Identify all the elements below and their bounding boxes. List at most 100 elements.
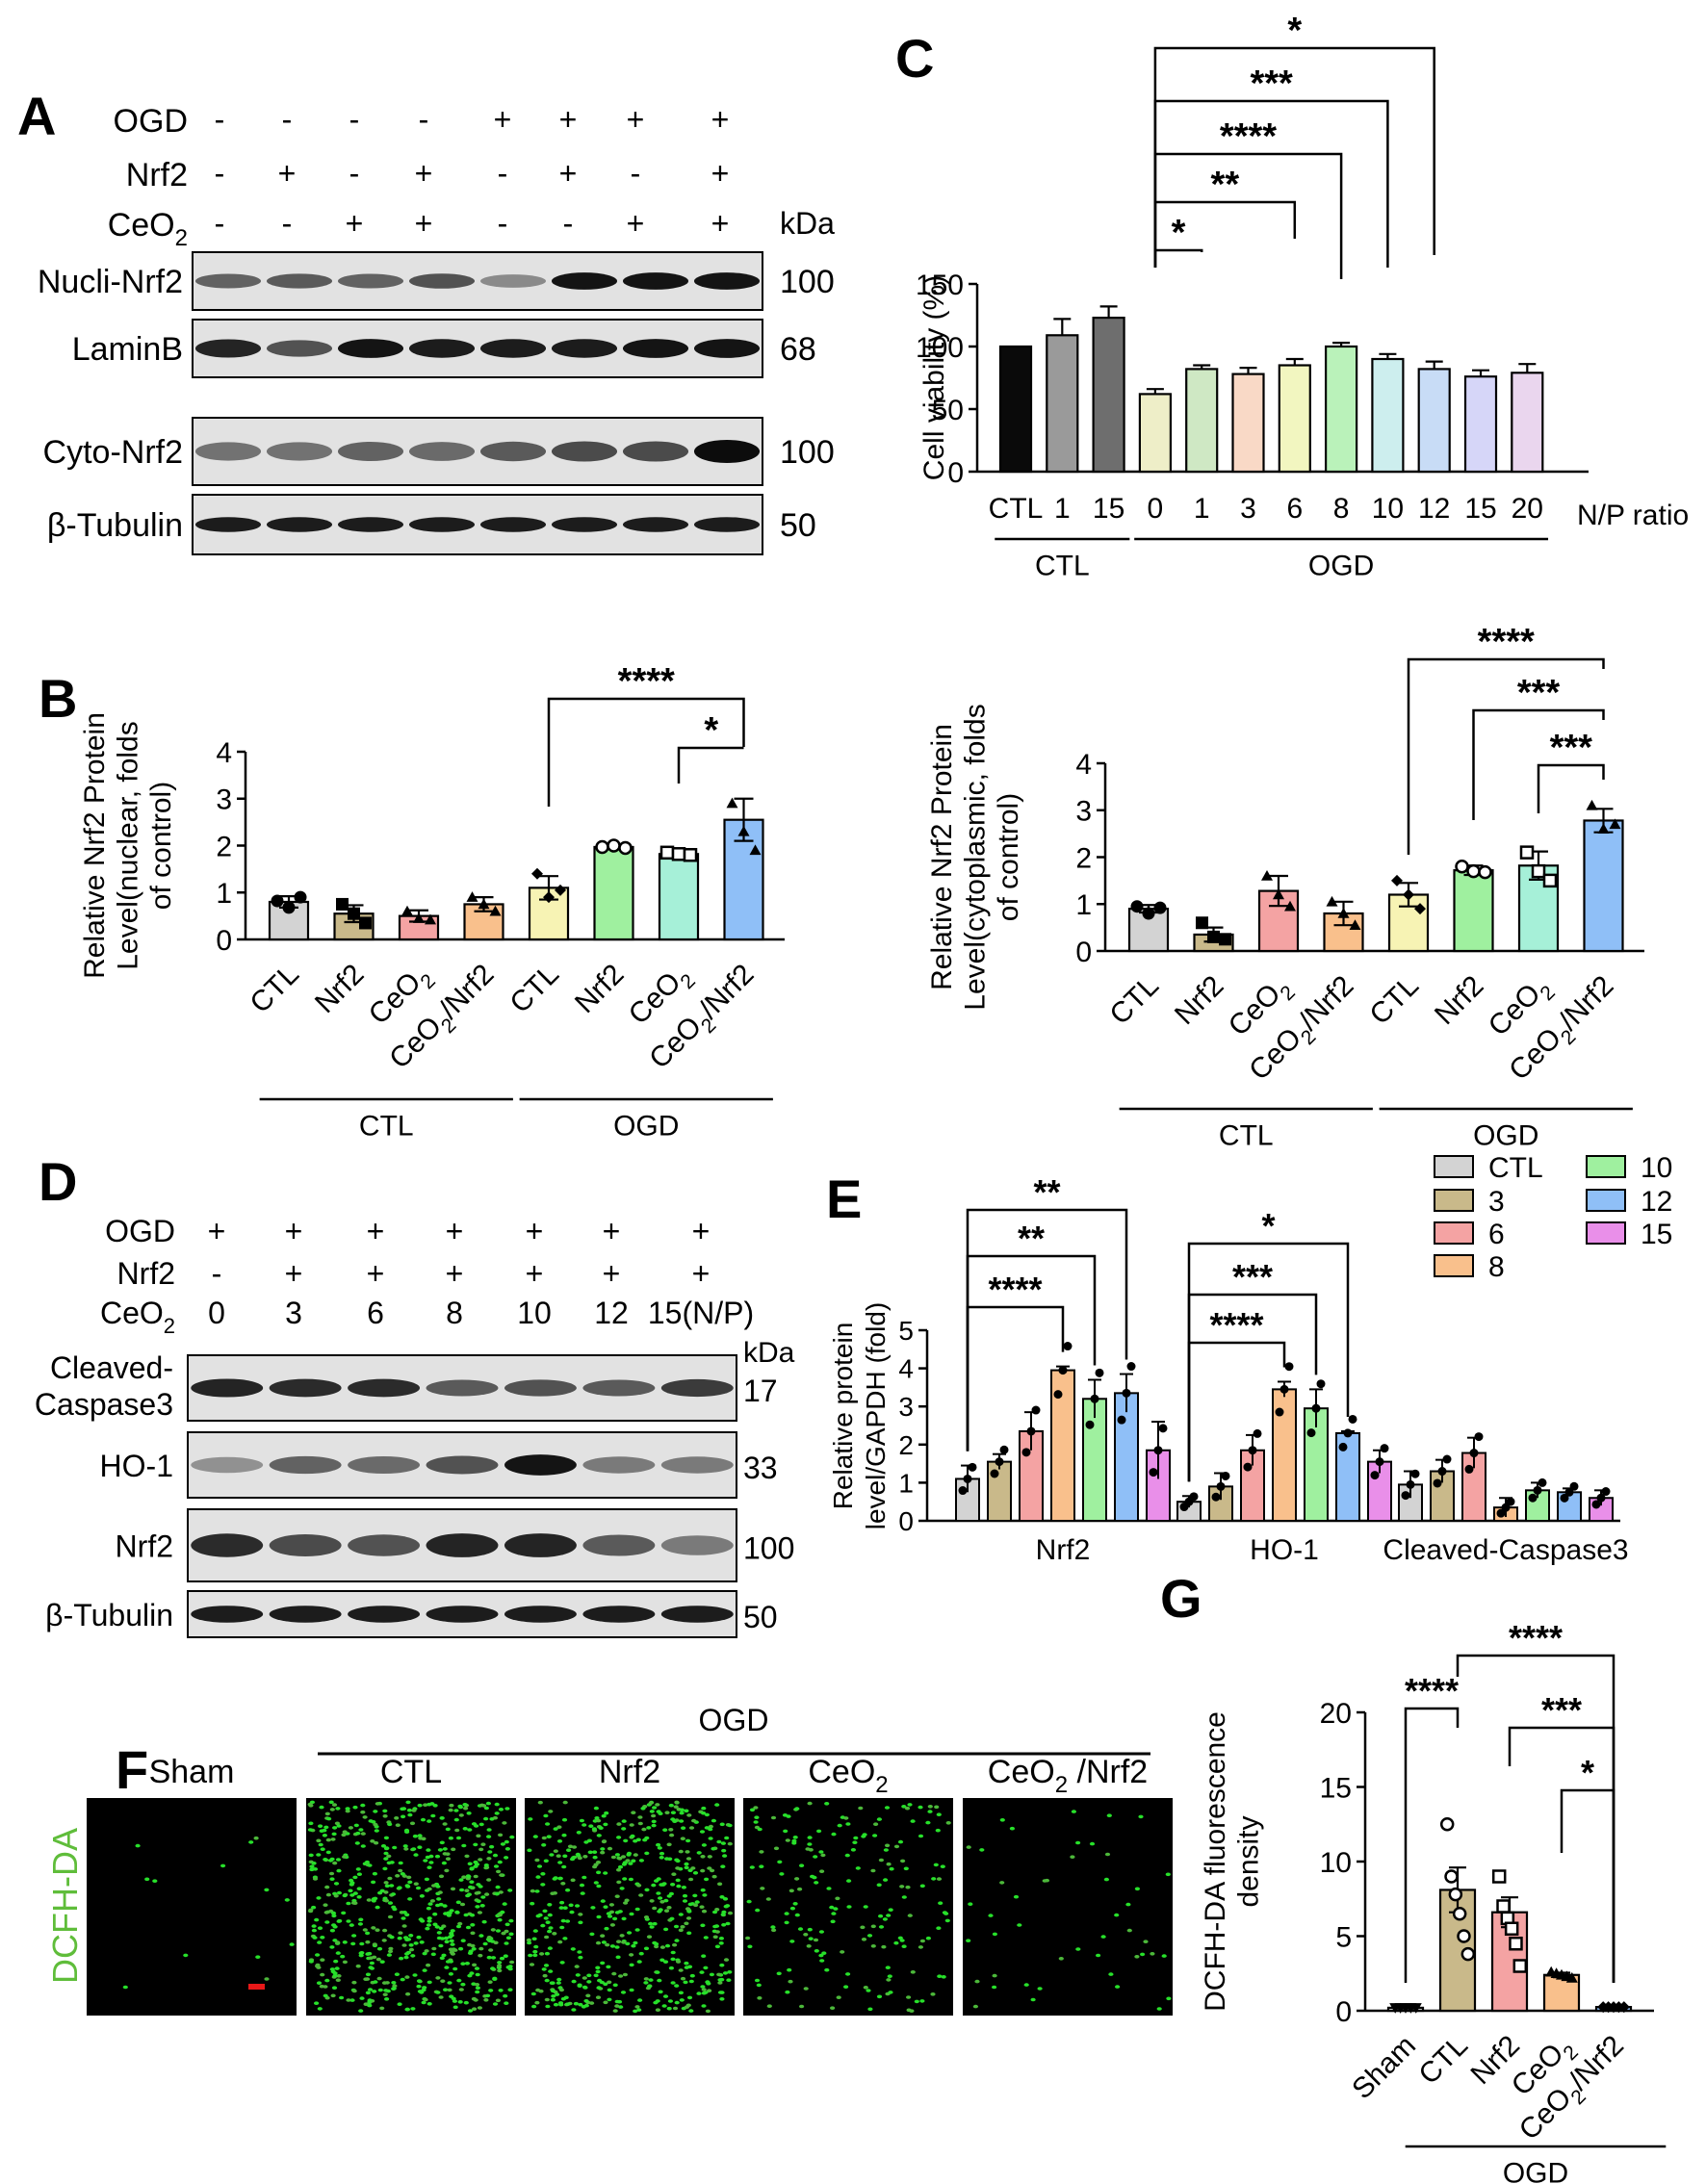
f-cell-2-499: [607, 1846, 613, 1851]
data-point-7-1: [737, 825, 750, 836]
e-legend-swatch-6: [1586, 1221, 1626, 1245]
f-cell-1-599: [336, 1868, 342, 1873]
f-cell-3-57: [876, 1883, 882, 1888]
e-point-0-5-0: [1117, 1415, 1126, 1425]
f-cell-3-99: [824, 1802, 830, 1806]
f-cell-2-10: [543, 1964, 550, 1967]
f-cell-2-167: [592, 1864, 598, 1869]
f-cell-2-272: [576, 1831, 582, 1835]
f-cell-1-357: [404, 1884, 410, 1888]
f-cell-1-592: [473, 1842, 478, 1847]
f-cell-1-449: [449, 1803, 454, 1808]
f-cell-2-455: [548, 1810, 554, 1813]
f-cell-2-140: [696, 1991, 702, 1995]
data-point-1-1: [1207, 930, 1220, 943]
f-cell-1-344: [352, 1875, 358, 1880]
f-cell-2-243: [662, 1828, 668, 1832]
f-cell-2-160: [676, 1960, 682, 1964]
f-cell-2-80: [704, 1877, 710, 1882]
f-cell-1-632: [417, 1845, 423, 1849]
f-cell-1-268: [374, 1840, 379, 1845]
x-tick-label-0: CTL: [989, 493, 1044, 525]
f-cell-3-64: [754, 1978, 761, 1983]
f-cell-2-440: [621, 1916, 627, 1921]
f-cell-1-465: [472, 1963, 478, 1967]
f-cell-1-203: [497, 1961, 503, 1965]
f-cell-3-181: [765, 1897, 771, 1901]
f-cell-3-33: [831, 1832, 837, 1837]
f-cell-2-326: [530, 1901, 535, 1906]
f-cell-1-34: [383, 1851, 389, 1856]
e-point-0-0-2: [968, 1462, 977, 1472]
f-cell-3-24: [816, 1829, 822, 1834]
f-cell-3-162: [944, 1918, 950, 1923]
f-cell-2-509: [692, 1871, 699, 1875]
f-cell-1-443: [405, 1800, 411, 1805]
f-cell-1-562: [486, 1828, 492, 1832]
f-cell-3-159: [930, 1992, 936, 1996]
f-cell-3-23: [941, 1975, 946, 1979]
e-point-1-4-2: [1316, 1379, 1326, 1389]
f-cell-2-510: [675, 1866, 681, 1870]
f-cell-2-394: [559, 1900, 565, 1905]
f-cell-4-15: [992, 1932, 997, 1937]
e-point-2-4-0: [1528, 1493, 1538, 1503]
a-blot-label-1: LaminB: [72, 331, 183, 368]
f-cell-1-332: [480, 1895, 486, 1899]
f-cell-3-174: [759, 1850, 764, 1854]
f-cell-2-429: [550, 1997, 556, 2002]
bar-0: [998, 345, 1033, 474]
f-cell-2-368: [634, 2005, 640, 2009]
e-point-1-4-0: [1306, 1428, 1316, 1438]
f-cell-1-238: [447, 1988, 452, 1992]
f-cell-1-506: [458, 1988, 464, 1991]
e-significance-bracket-5: [1187, 1242, 1350, 1482]
d-sign-0-4: +: [526, 1214, 544, 1248]
a-blot-0-band-3: [408, 273, 476, 289]
data-point-2-1: [1273, 888, 1284, 900]
e-point-2-6-1: [1596, 1493, 1606, 1503]
f-cell-2-164: [583, 2003, 589, 2008]
significance-bracket-0: [547, 697, 745, 807]
f-cell-4-11: [1017, 1923, 1022, 1927]
f-cell-1-585: [384, 1997, 390, 2001]
f-cell-1-455: [474, 1891, 479, 1895]
data-point-2-0: [1491, 1869, 1507, 1884]
e-point-1-1-2: [1221, 1471, 1230, 1480]
significance-label-2: ***: [1541, 1690, 1582, 1730]
e-y-tick-label-3: 3: [898, 1392, 914, 1422]
f-cell-1-215: [352, 1805, 358, 1810]
d-blot-2-band-4: [504, 1533, 577, 1557]
a-row-label-0: OGD: [114, 103, 188, 140]
y-tick-label-3: 15: [1320, 1772, 1352, 1804]
e-y-axis-title-0: Relative protein: [828, 1323, 858, 1510]
f-cell-1-32: [350, 1941, 356, 1946]
f-cell-1-377: [373, 1810, 378, 1813]
f-cell-2-268: [656, 1842, 661, 1847]
f-cell-3-72: [788, 1889, 794, 1893]
f-cell-2-85: [618, 1974, 624, 1978]
f-cell-1-575: [365, 1952, 371, 1956]
f-cell-3-91: [873, 1822, 879, 1826]
data-point-1-3: [1452, 1907, 1467, 1921]
x-tick-label-0-base: Sham: [1346, 2030, 1422, 2106]
f-cell-3-169: [797, 1887, 803, 1891]
f-cell-2-432: [534, 1889, 540, 1893]
f-cell-1-367: [473, 1874, 478, 1879]
f-cell-2-413: [532, 1929, 538, 1933]
group-label-0: CTL: [1219, 1120, 1274, 1152]
f-cell-2-14: [694, 1900, 700, 1904]
bar-4: [1387, 893, 1430, 953]
f-cell-2-469: [682, 1899, 688, 1903]
f-cell-3-8: [883, 1878, 889, 1882]
significance-label-2: ***: [1550, 728, 1593, 768]
panel-letter-e: E: [826, 1169, 862, 1229]
e-point-0-2-1: [1026, 1426, 1036, 1436]
f-cell-1-185: [494, 1802, 500, 1807]
f-cell-2-450: [672, 1942, 678, 1947]
f-cell-3-76: [893, 1844, 900, 1849]
f-cell-2-462: [583, 1840, 589, 1844]
bar-5: [1231, 373, 1265, 474]
f-cell-1-412: [349, 1881, 355, 1885]
e-y-tick-label-5: 5: [898, 1316, 914, 1346]
